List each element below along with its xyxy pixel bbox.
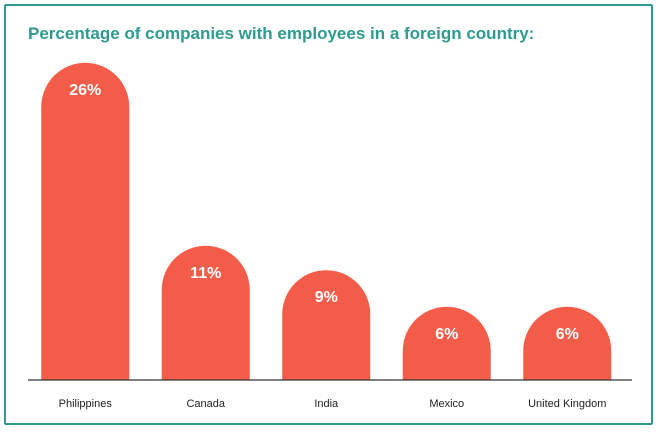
chart-title: Percentage of companies with employees i… [28, 24, 535, 43]
value-label: 6% [435, 326, 458, 343]
bars-group [41, 62, 612, 381]
category-label: Canada [186, 398, 225, 410]
bar-philippines [41, 62, 130, 381]
category-label: Philippines [59, 398, 113, 410]
category-label: India [314, 398, 339, 410]
value-label: 26% [69, 82, 101, 99]
value-label: 11% [190, 265, 221, 282]
category-label: United Kingdom [528, 398, 606, 410]
bar-canada [161, 245, 250, 380]
value-label: 9% [315, 289, 338, 306]
category-label: Mexico [429, 398, 464, 410]
bar-united-kingdom [523, 306, 612, 380]
value-label: 6% [556, 326, 579, 343]
labels-group: 26% Philippines 11% Canada 9% India 6% Mexico 6%… [59, 82, 607, 410]
bar-mexico [402, 306, 491, 380]
bar-india [282, 270, 371, 380]
